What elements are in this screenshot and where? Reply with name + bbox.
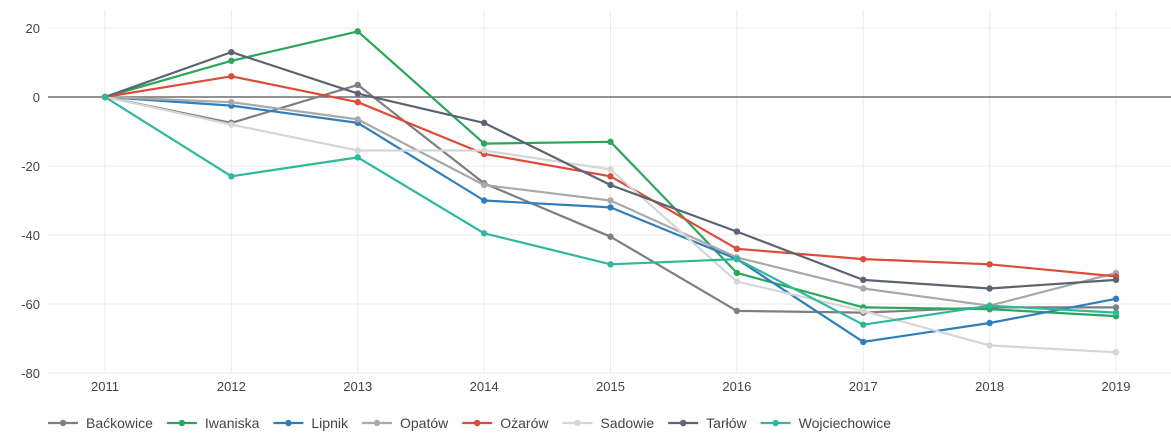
- x-tick-label: 2013: [343, 379, 372, 394]
- data-point[interactable]: [480, 197, 488, 204]
- series-layer: [101, 28, 1120, 356]
- data-point[interactable]: [607, 261, 614, 268]
- legend-label: Tarłów: [706, 415, 747, 431]
- data-point[interactable]: [101, 93, 109, 101]
- x-tick-label: 2015: [596, 379, 625, 394]
- data-point[interactable]: [607, 181, 614, 189]
- x-tick-label: 2017: [849, 379, 878, 394]
- legend-label: Iwaniska: [205, 415, 260, 431]
- legend: Baćkowice Iwaniska Lipnik Opatów Ożarów Sadow…: [48, 415, 891, 431]
- y-tick-label: -60: [21, 297, 40, 312]
- data-point[interactable]: [607, 233, 614, 240]
- legend-item[interactable]: Iwaniska: [166, 415, 260, 431]
- legend-item[interactable]: Wojciechowice: [760, 415, 892, 431]
- data-point[interactable]: [733, 228, 741, 235]
- axis-layer: -80 -60 -40 -20 0 20 2011 2012 2013 2014 2015 2016 2…: [21, 21, 1171, 394]
- data-point[interactable]: [480, 140, 488, 147]
- series-group: [101, 93, 1120, 356]
- x-tick-label: 2012: [217, 379, 246, 394]
- legend-item[interactable]: Sadowie: [562, 415, 654, 431]
- legend-label: Sadowie: [600, 415, 654, 431]
- data-point[interactable]: [1112, 309, 1120, 316]
- legend-label: Ożarów: [500, 415, 549, 431]
- data-point[interactable]: [733, 269, 741, 277]
- data-point[interactable]: [860, 285, 867, 292]
- data-point[interactable]: [354, 147, 361, 154]
- data-point[interactable]: [607, 204, 614, 211]
- data-point[interactable]: [986, 302, 993, 309]
- legend-swatch-marker: [59, 419, 67, 427]
- data-point[interactable]: [228, 98, 235, 106]
- data-point[interactable]: [1112, 304, 1120, 311]
- legend-label: Baćkowice: [86, 415, 153, 431]
- x-tick-label: 2014: [470, 379, 499, 394]
- data-point[interactable]: [860, 321, 867, 328]
- data-point[interactable]: [733, 278, 741, 285]
- legend-label: Opatów: [400, 415, 449, 431]
- legend-swatch-marker: [574, 419, 581, 427]
- data-point[interactable]: [480, 119, 488, 127]
- legend-item[interactable]: Lipnik: [273, 415, 349, 431]
- x-tick-label: 2016: [722, 379, 751, 394]
- legend-swatch-marker: [474, 419, 481, 427]
- data-point[interactable]: [354, 154, 361, 161]
- x-tick-label: 2019: [1102, 379, 1131, 394]
- data-point[interactable]: [354, 81, 361, 89]
- data-point[interactable]: [480, 147, 488, 154]
- y-tick-label: 20: [26, 21, 40, 36]
- legend-swatch-marker: [285, 419, 292, 427]
- data-point[interactable]: [1112, 349, 1120, 356]
- data-point[interactable]: [607, 166, 614, 173]
- data-point[interactable]: [733, 255, 741, 263]
- legend-swatch-marker: [373, 419, 381, 427]
- data-point[interactable]: [607, 138, 614, 146]
- legend-label: Lipnik: [311, 415, 349, 431]
- data-point[interactable]: [1112, 276, 1120, 284]
- series-group: [101, 93, 1120, 328]
- data-point[interactable]: [733, 307, 741, 315]
- x-tick-label: 2018: [975, 379, 1004, 394]
- y-tick-label: -80: [21, 366, 40, 381]
- data-point[interactable]: [860, 338, 867, 346]
- x-tick-label: 2011: [91, 379, 119, 394]
- y-tick-label: 0: [33, 90, 40, 105]
- data-point[interactable]: [228, 48, 235, 56]
- legend-swatch-marker: [178, 419, 186, 427]
- legend-label: Wojciechowice: [799, 415, 892, 431]
- data-point[interactable]: [986, 342, 993, 349]
- data-point[interactable]: [228, 173, 235, 180]
- legend-swatch-marker: [772, 419, 779, 427]
- series-group: [101, 48, 1120, 292]
- data-point[interactable]: [480, 230, 488, 237]
- data-point[interactable]: [986, 261, 993, 268]
- legend-item[interactable]: Baćkowice: [48, 415, 153, 431]
- y-tick-label: -20: [21, 159, 40, 174]
- data-point[interactable]: [228, 57, 235, 64]
- legend-item[interactable]: Opatów: [361, 415, 449, 431]
- data-point[interactable]: [733, 245, 741, 252]
- data-point[interactable]: [986, 285, 993, 292]
- data-point[interactable]: [860, 255, 867, 263]
- y-tick-label: -40: [21, 228, 40, 243]
- data-point[interactable]: [607, 173, 614, 180]
- data-point[interactable]: [607, 197, 614, 204]
- legend-swatch-marker: [679, 419, 687, 427]
- data-point[interactable]: [860, 276, 867, 284]
- data-point[interactable]: [986, 319, 993, 327]
- data-point[interactable]: [1112, 295, 1120, 303]
- data-point[interactable]: [860, 307, 867, 315]
- data-point[interactable]: [480, 181, 488, 189]
- data-point[interactable]: [228, 73, 235, 80]
- data-point[interactable]: [354, 116, 361, 123]
- data-point[interactable]: [228, 121, 235, 128]
- data-point[interactable]: [354, 90, 361, 97]
- data-point[interactable]: [354, 28, 361, 35]
- legend-item[interactable]: Ożarów: [462, 415, 549, 431]
- legend-item[interactable]: Tarłów: [668, 415, 748, 431]
- data-point[interactable]: [354, 98, 361, 106]
